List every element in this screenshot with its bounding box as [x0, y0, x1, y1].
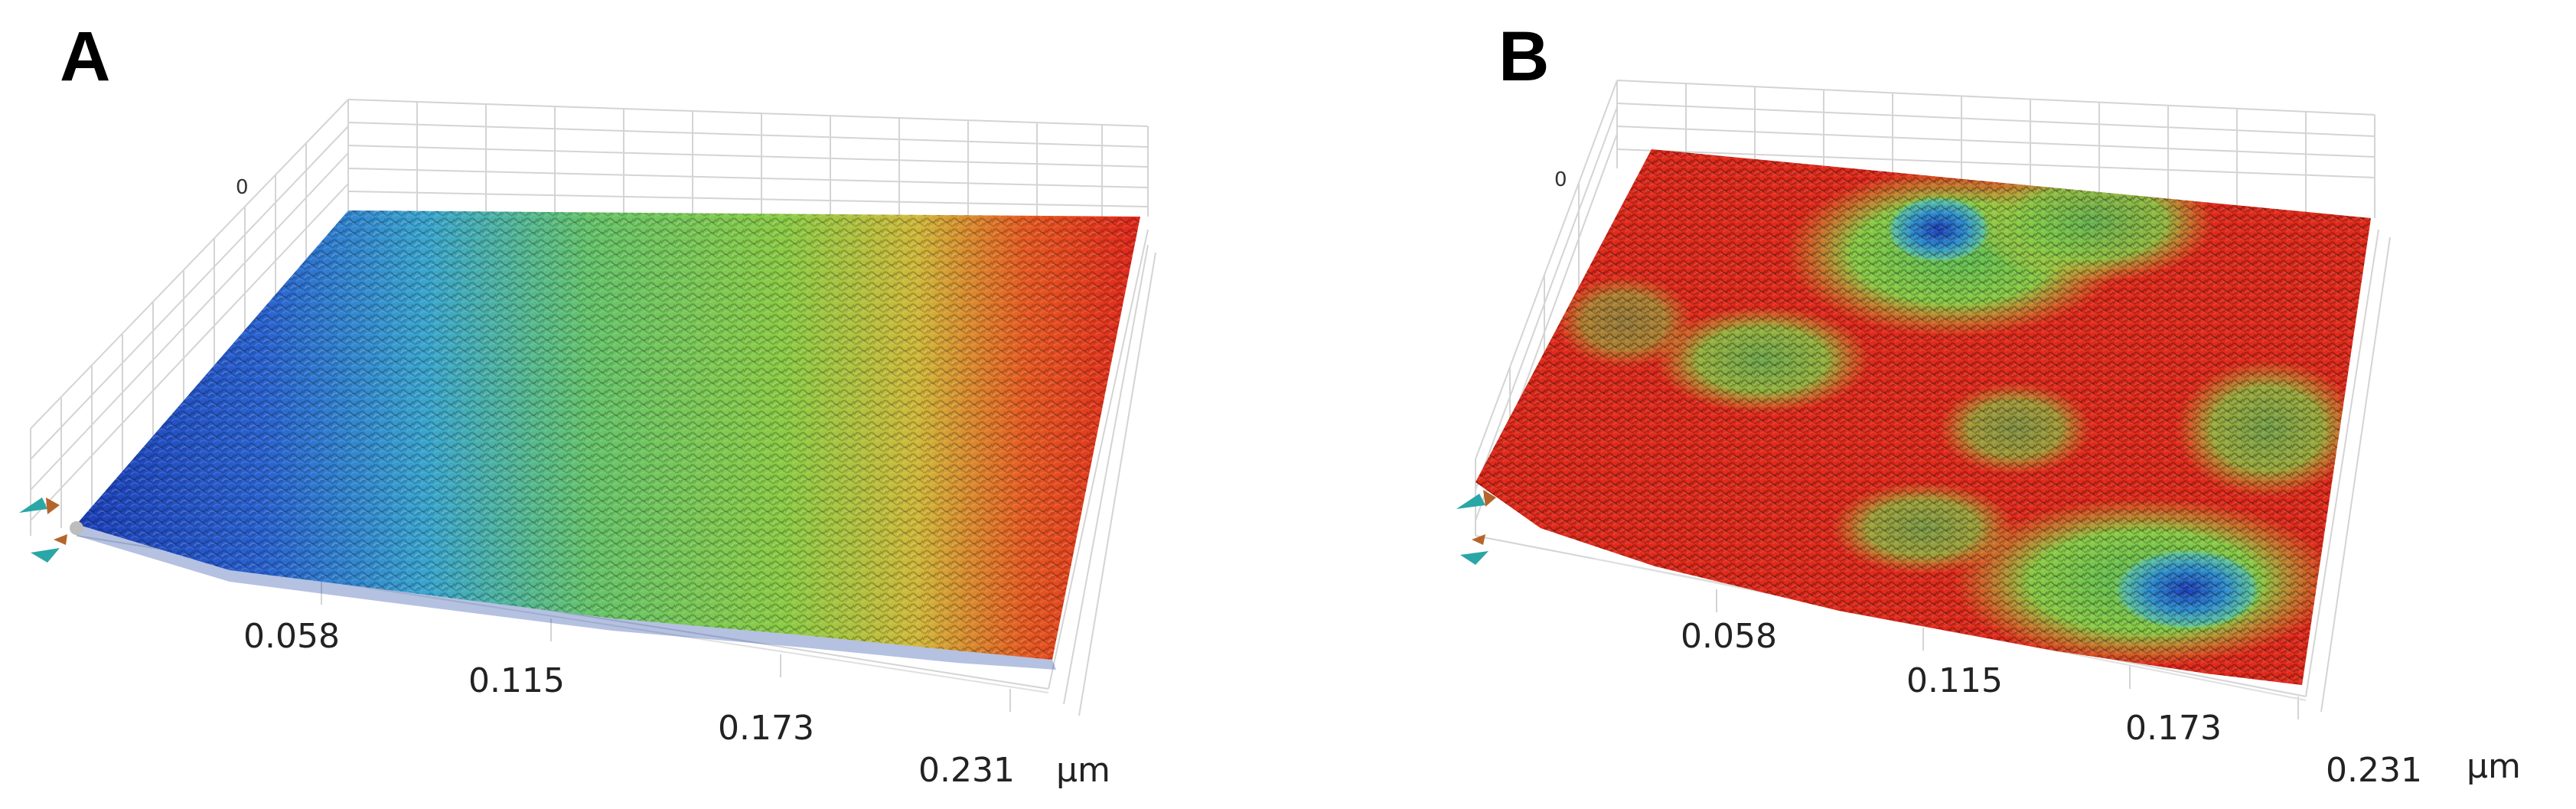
axis-orientation-icon	[1456, 490, 1496, 565]
surface-b	[1475, 149, 2371, 685]
surface-a	[77, 210, 1140, 660]
x-tick-label: 0.231	[2326, 751, 2422, 790]
surface-edge	[77, 524, 1056, 670]
panel-label: B	[1498, 18, 1550, 96]
surface-plot-a	[19, 99, 1156, 716]
x-tick-label: 0.231	[918, 751, 1015, 790]
surface-plot-b	[1456, 80, 2391, 719]
z-axis-label: 0	[1554, 168, 1567, 191]
axis-unit: μm	[2467, 747, 2521, 786]
x-tick-label: 0.173	[2125, 709, 2222, 748]
z-axis-label: 0	[236, 176, 249, 199]
panel-b: B	[1288, 0, 2576, 809]
axis-orientation-icon	[19, 497, 83, 563]
x-tick-label: 0.173	[718, 709, 814, 748]
x-tick-label: 0.058	[1681, 617, 1777, 656]
panel-a: A	[19, 18, 1156, 790]
axis-unit: μm	[1056, 751, 1110, 790]
grid-box	[30, 99, 1156, 716]
x-tick-label: 0.115	[1906, 661, 2003, 700]
x-tick-label: 0.115	[468, 661, 565, 700]
panel-label: A	[60, 18, 111, 96]
x-tick-label: 0.058	[243, 617, 340, 656]
